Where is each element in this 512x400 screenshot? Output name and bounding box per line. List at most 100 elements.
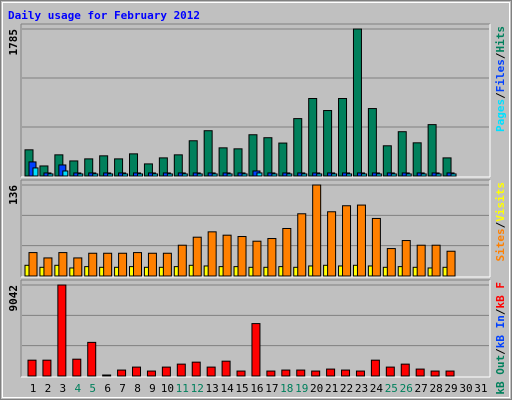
bar	[251, 323, 261, 377]
bar	[370, 359, 380, 377]
bar	[342, 205, 352, 277]
bar	[43, 257, 53, 277]
x-tick-label: 20	[310, 382, 323, 395]
bar	[397, 131, 407, 177]
y-tick-label: 136	[7, 185, 20, 205]
bar	[203, 130, 213, 177]
bar	[323, 110, 333, 177]
bar	[446, 250, 456, 277]
chart-title: Daily usage for February 2012	[8, 9, 200, 22]
legend-entry: Visits	[494, 182, 507, 222]
x-tick-label: 30	[459, 382, 472, 395]
bar	[390, 173, 397, 177]
bar	[267, 238, 277, 277]
bar	[181, 173, 188, 177]
bar	[431, 244, 441, 277]
bar	[218, 147, 228, 177]
bar	[308, 98, 318, 177]
bar	[367, 108, 377, 177]
legend: kB Out/kB In/kB F	[494, 282, 507, 395]
legend: Sites/Visits	[494, 182, 507, 262]
legend-entry: Sites	[494, 228, 507, 261]
bar	[386, 248, 396, 277]
bar	[312, 184, 322, 277]
bar	[146, 370, 156, 377]
legend-entry: Hits	[494, 26, 507, 53]
bar	[233, 148, 243, 177]
legend-entry: kB F	[494, 282, 507, 309]
bar	[352, 28, 362, 177]
legend-separator: /	[494, 52, 507, 59]
x-tick-label: 26	[400, 382, 413, 395]
bar	[32, 167, 39, 177]
x-tick-label: 2	[45, 382, 52, 395]
bar	[77, 173, 84, 177]
bar	[241, 173, 248, 177]
legend-entry: kB In	[494, 315, 507, 348]
x-tick-label: 27	[415, 382, 428, 395]
bar	[278, 142, 288, 177]
bar	[435, 173, 442, 177]
x-tick-label: 1	[30, 382, 37, 395]
bar	[188, 140, 198, 177]
bar	[338, 98, 348, 177]
bar	[401, 240, 411, 277]
bar	[445, 370, 455, 377]
x-tick-label: 5	[89, 382, 96, 395]
bar	[331, 173, 338, 177]
x-tick-label: 15	[235, 382, 248, 395]
bar	[327, 211, 337, 277]
bar	[412, 142, 422, 177]
bar	[415, 368, 425, 377]
bar	[177, 244, 187, 277]
legend-entry: Pages	[494, 99, 507, 132]
x-tick-label: 16	[250, 382, 263, 395]
bar	[430, 370, 440, 377]
legend-entry: Files	[494, 59, 507, 92]
bar	[92, 173, 99, 177]
bar	[346, 173, 353, 177]
bar	[316, 173, 323, 177]
bar	[196, 173, 203, 177]
bar	[341, 369, 351, 377]
bar	[375, 173, 382, 177]
bar	[281, 369, 291, 377]
legend-separator: /	[494, 308, 507, 315]
bar	[103, 252, 113, 277]
bar	[87, 341, 97, 377]
x-tick-label: 25	[385, 382, 398, 395]
bar	[207, 231, 217, 277]
bar	[385, 366, 395, 377]
x-tick-label: 9	[149, 382, 156, 395]
bar	[382, 145, 392, 177]
bar	[211, 173, 218, 177]
bar	[416, 244, 426, 277]
x-tick-label: 31	[474, 382, 487, 395]
bar	[427, 124, 437, 177]
bar	[355, 370, 365, 377]
bar	[236, 370, 246, 377]
bar	[326, 368, 336, 377]
bar	[151, 173, 158, 177]
legend-separator: /	[494, 221, 507, 228]
bar	[282, 227, 292, 277]
x-tick-label: 13	[206, 382, 219, 395]
x-tick-label: 18	[280, 382, 293, 395]
bar	[226, 173, 233, 177]
bar	[73, 257, 83, 277]
legend-separator: /	[494, 92, 507, 99]
bar	[293, 118, 303, 177]
bar	[62, 170, 69, 177]
bar	[256, 172, 263, 177]
bar	[286, 173, 293, 177]
x-tick-label: 4	[74, 382, 81, 395]
bar	[263, 137, 273, 177]
bar	[222, 234, 232, 277]
legend-separator: /	[494, 348, 507, 355]
bar	[161, 366, 171, 377]
bar	[248, 134, 258, 177]
bar	[57, 284, 67, 377]
bar	[296, 369, 306, 377]
x-tick-label: 12	[191, 382, 204, 395]
